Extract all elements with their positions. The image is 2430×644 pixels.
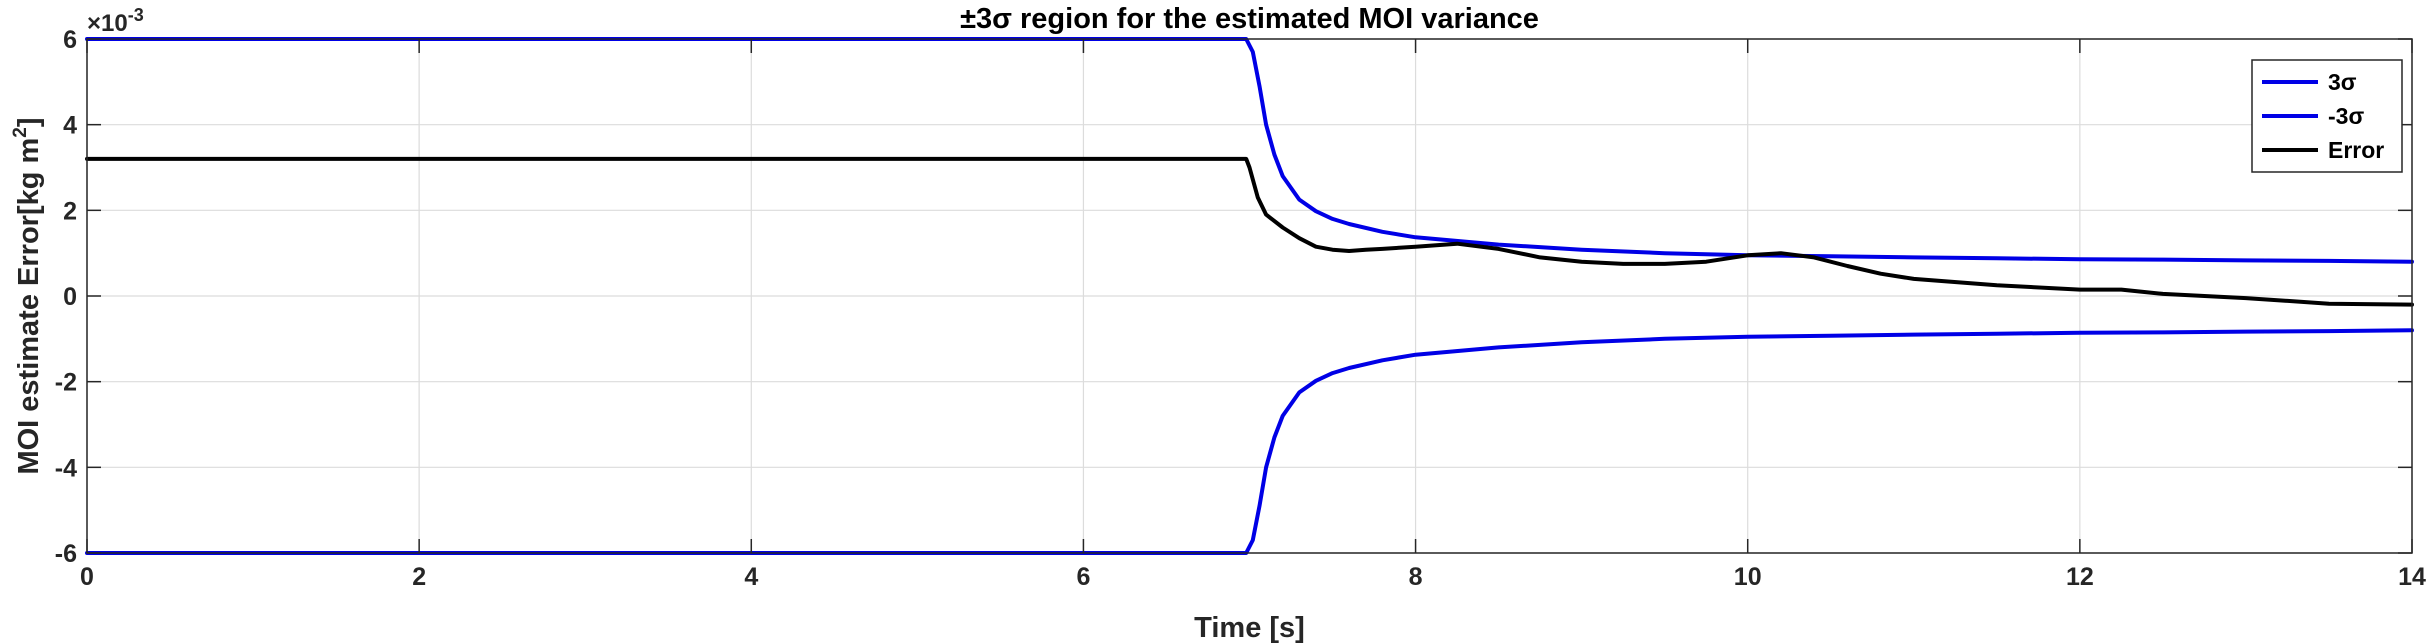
series-line-1 [85, 328, 2414, 555]
legend-label-0: 3σ [2328, 69, 2357, 95]
y-tick-label: 2 [63, 197, 77, 225]
series-line-0 [85, 37, 2414, 264]
y-tick-label: 4 [63, 112, 77, 140]
y-tick-label: -2 [55, 369, 77, 397]
y-exponent-base: ×10 [87, 10, 128, 37]
y-axis-label-tail: ] [13, 117, 45, 127]
tick-labels: 0 2 4 6 8 10 12 14 -6 -4 -2 0 2 4 6 [55, 26, 2426, 591]
y-axis-label: MOI estimate Error[kg m2] [10, 117, 45, 474]
legend: 3σ -3σ Error [2251, 59, 2403, 173]
x-tick-label: 12 [2066, 563, 2094, 591]
y-exponent-power: -3 [128, 5, 144, 25]
y-tick-label: -4 [55, 454, 77, 482]
series-line-2 [85, 156, 2414, 307]
y-axis-exponent: ×10-3 [87, 5, 144, 37]
legend-label-1: -3σ [2328, 103, 2364, 129]
x-tick-label: 6 [1076, 563, 1090, 591]
x-tick-label: 14 [2398, 563, 2426, 591]
y-tick-label: -6 [55, 540, 77, 568]
series-layer [85, 37, 2414, 555]
y-tick-label: 0 [63, 283, 77, 311]
x-tick-label: 0 [80, 563, 94, 591]
chart-title: ±3σ region for the estimated MOI varianc… [960, 3, 1539, 35]
y-tick-label: 6 [63, 26, 77, 54]
y-axis-label-sup: 2 [10, 127, 31, 138]
x-tick-label: 10 [1734, 563, 1762, 591]
x-tick-label: 2 [412, 563, 426, 591]
ticks [86, 38, 2413, 554]
x-tick-label: 8 [1409, 563, 1423, 591]
x-tick-label: 4 [744, 563, 758, 591]
y-axis-label-main: MOI estimate Error[kg m [13, 138, 45, 475]
x-axis-label: Time [s] [1194, 612, 1305, 644]
legend-label-2: Error [2328, 137, 2384, 163]
